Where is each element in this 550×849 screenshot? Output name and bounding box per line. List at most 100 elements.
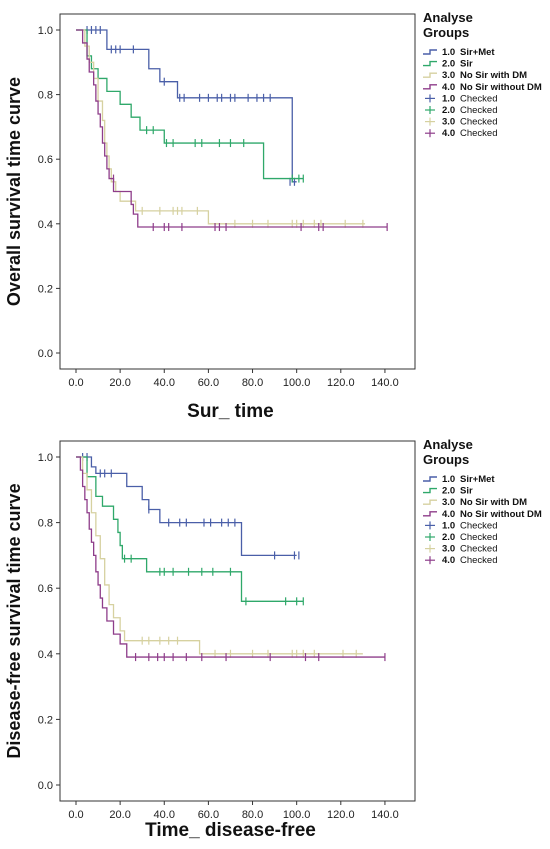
x-tick-label: 40.0 bbox=[154, 377, 175, 389]
series-line-no-sir-without-dm bbox=[76, 456, 385, 658]
legend-swatch bbox=[423, 511, 437, 517]
overall-survival-chart: 0.0 0.2 0.4 0.6 0.8 1.0 0.0 20.0 40.0 60.0 80.0 100… bbox=[4, 10, 542, 422]
legend-code: 3.0 bbox=[442, 117, 455, 128]
x-tick-label: 20.0 bbox=[109, 809, 130, 821]
legend-label: Checked bbox=[460, 93, 498, 104]
legend-swatch bbox=[425, 94, 435, 103]
legend-label: No Sir without DM bbox=[460, 509, 542, 520]
x-axis-title: Time_ disease-free bbox=[145, 820, 316, 841]
y-tick-label: 1.0 bbox=[38, 452, 53, 464]
legend-code: 2.0 bbox=[442, 105, 455, 116]
legend-label: Checked bbox=[460, 128, 498, 139]
legend-line-swatch bbox=[423, 72, 437, 78]
legend-label: Checked bbox=[460, 532, 498, 543]
x-tick-label: 0.0 bbox=[68, 809, 83, 821]
x-tick-label: 120.0 bbox=[327, 377, 355, 389]
y-tick-label: 0.2 bbox=[38, 714, 53, 726]
x-tick-label: 20.0 bbox=[109, 377, 130, 389]
legend-swatch bbox=[425, 129, 435, 138]
legend-label: Checked bbox=[460, 544, 498, 555]
legend-label: No Sir with DM bbox=[460, 70, 527, 81]
legend-label: No Sir with DM bbox=[460, 497, 527, 508]
legend-code: 2.0 bbox=[442, 486, 455, 497]
legend-code: 3.0 bbox=[442, 70, 455, 81]
legend-swatch bbox=[425, 544, 435, 553]
series-line-sir bbox=[76, 456, 304, 602]
legend-code: 4.0 bbox=[442, 555, 455, 566]
series-line-sir-met bbox=[76, 456, 297, 557]
x-axis-title: Sur_ time bbox=[187, 401, 274, 422]
series-line-no-sir-without-dm bbox=[76, 29, 388, 228]
x-tick-label: 80.0 bbox=[242, 809, 263, 821]
legend-line-swatch bbox=[423, 487, 437, 494]
legend-line-swatch bbox=[423, 49, 437, 55]
x-tick-label: 60.0 bbox=[198, 377, 219, 389]
legend-swatch bbox=[423, 476, 437, 482]
legend-label: Sir+Met bbox=[460, 474, 495, 485]
plot-frame bbox=[59, 440, 416, 802]
x-tick-label: 60.0 bbox=[198, 809, 219, 821]
legend-swatch bbox=[425, 556, 435, 565]
x-tick-label: 100.0 bbox=[283, 809, 311, 821]
legend-code: 1.0 bbox=[442, 520, 455, 531]
legend-code: 1.0 bbox=[442, 93, 455, 104]
legend-label: Checked bbox=[460, 520, 498, 531]
legend-swatch bbox=[423, 499, 437, 505]
series-line-no-sir-with-dm bbox=[76, 29, 366, 225]
y-tick-label: 0.8 bbox=[38, 518, 53, 530]
x-tick-label: 140.0 bbox=[371, 377, 399, 389]
legend-code: 3.0 bbox=[442, 497, 455, 508]
x-tick-label: 120.0 bbox=[327, 809, 355, 821]
y-tick-label: 0.2 bbox=[38, 283, 53, 295]
disease-free-survival-chart: 0.0 0.2 0.4 0.6 0.8 1.0 0.0 20.0 40.0 60.0 80.0 100… bbox=[4, 437, 542, 841]
legend-label: Sir+Met bbox=[460, 47, 495, 58]
legend-label: Checked bbox=[460, 555, 498, 566]
legend-title: Analyse bbox=[423, 437, 473, 452]
y-tick-label: 0.8 bbox=[38, 90, 53, 102]
legend-line-swatch bbox=[423, 499, 437, 505]
y-axis-title: Overall survival time curve bbox=[4, 77, 24, 306]
legend-code: 3.0 bbox=[442, 544, 455, 555]
y-tick-label: 0.0 bbox=[38, 780, 53, 792]
legend-label: No Sir without DM bbox=[460, 82, 542, 93]
plot-frame bbox=[59, 13, 416, 370]
legend-label: Sir bbox=[460, 59, 473, 70]
x-tick-label: 80.0 bbox=[242, 377, 263, 389]
legend-label: Checked bbox=[460, 117, 498, 128]
legend-code: 2.0 bbox=[442, 532, 455, 543]
legend-swatch bbox=[423, 487, 437, 494]
legend-swatch bbox=[423, 49, 437, 55]
y-tick-label: 0.0 bbox=[38, 348, 53, 360]
legend-label: Checked bbox=[460, 105, 498, 116]
legend-code: 2.0 bbox=[442, 59, 455, 70]
y-tick-label: 0.4 bbox=[38, 219, 53, 231]
y-tick-label: 0.6 bbox=[38, 583, 53, 595]
series-line-sir bbox=[76, 29, 304, 180]
legend-code: 1.0 bbox=[442, 474, 455, 485]
legend-label: Sir bbox=[460, 486, 473, 497]
legend-swatch bbox=[423, 72, 437, 78]
legend-swatch bbox=[425, 533, 435, 541]
legend-swatch bbox=[425, 521, 435, 530]
legend-title-line2: Groups bbox=[423, 25, 469, 40]
x-tick-label: 100.0 bbox=[283, 377, 311, 389]
legend-line-swatch bbox=[423, 511, 437, 517]
legend-line-swatch bbox=[423, 476, 437, 482]
x-tick-label: 0.0 bbox=[68, 377, 83, 389]
y-axis-title: Disease-free survival time curve bbox=[4, 483, 24, 758]
legend-swatch bbox=[423, 84, 437, 90]
legend-swatch bbox=[423, 60, 437, 67]
legend-title-line2: Groups bbox=[423, 452, 469, 467]
x-tick-label: 140.0 bbox=[371, 809, 399, 821]
y-tick-label: 0.4 bbox=[38, 649, 53, 661]
legend-line-swatch bbox=[423, 60, 437, 67]
x-tick-label: 40.0 bbox=[154, 809, 175, 821]
legend-code: 4.0 bbox=[442, 509, 455, 520]
series-line-no-sir-with-dm bbox=[76, 456, 363, 655]
legend-code: 4.0 bbox=[442, 82, 455, 93]
y-tick-label: 1.0 bbox=[38, 25, 53, 37]
legend-line-swatch bbox=[423, 84, 437, 90]
